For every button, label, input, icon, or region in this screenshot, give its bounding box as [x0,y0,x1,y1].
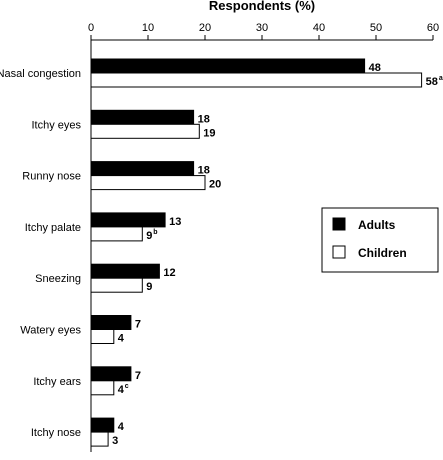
bar-children [90,329,115,344]
category-label: Nasal congestion [0,68,81,80]
legend-label: Children [358,246,407,260]
x-tick-label: 20 [199,22,211,34]
x-tick-label: 60 [427,22,439,34]
chart-title: Respondents (%) [209,0,315,13]
bar-adults [90,417,115,433]
data-label: 9 [146,230,152,242]
x-tick-label: 30 [256,22,268,34]
data-label: 4 [118,333,125,345]
x-tick-label: 10 [142,22,154,34]
x-tick-label: 0 [88,22,94,34]
bar-children [90,226,143,242]
category-label: Itchy eyes [31,119,81,131]
bar-children [90,72,423,88]
data-label: 19 [203,127,215,139]
bar-children [90,380,115,396]
data-label: 4 [118,384,125,396]
data-label: 20 [209,179,221,191]
bar-adults [90,212,166,228]
legend-label: Adults [358,218,396,232]
data-label: 18 [198,165,210,177]
bar-adults [90,315,132,330]
data-label-superscript: c [125,383,129,390]
category-label: Watery eyes [20,325,81,337]
legend-swatch-adults [332,217,346,231]
legend-swatch-children [332,245,346,259]
bars [90,58,423,447]
x-axis: 0 10 20 30 40 50 60 [88,22,439,452]
bar-children [90,123,200,139]
category-label: Itchy ears [33,376,81,388]
data-label: 48 [369,62,381,74]
bar-children [90,175,206,191]
data-label: 58 [426,76,438,88]
bar-adults [90,58,366,74]
bar-adults [90,161,195,177]
category-label: Sneezing [35,273,81,285]
bar-adults [90,366,132,382]
data-label: 7 [135,319,141,331]
data-label: 12 [163,267,175,279]
bar-children [90,431,109,447]
category-labels: Nasal congestion Itchy eyes Runny nose Itch… [0,68,81,439]
x-tick-label: 50 [370,22,382,34]
bar-adults [90,109,195,125]
data-label: 9 [146,281,152,293]
data-label: 13 [169,216,181,228]
bar-adults [90,263,160,279]
data-label: 18 [198,113,210,125]
category-label: Itchy nose [31,427,81,439]
data-label-superscript: a [439,75,443,82]
data-label-superscript: b [153,229,157,236]
x-tick-label: 40 [313,22,325,34]
category-label: Runny nose [22,171,81,183]
category-label: Itchy palate [25,222,81,234]
legend: Adults Children [321,207,439,273]
bar-children [90,277,143,293]
data-label: 3 [112,435,118,447]
data-label: 7 [135,370,141,382]
data-label: 4 [118,421,125,433]
